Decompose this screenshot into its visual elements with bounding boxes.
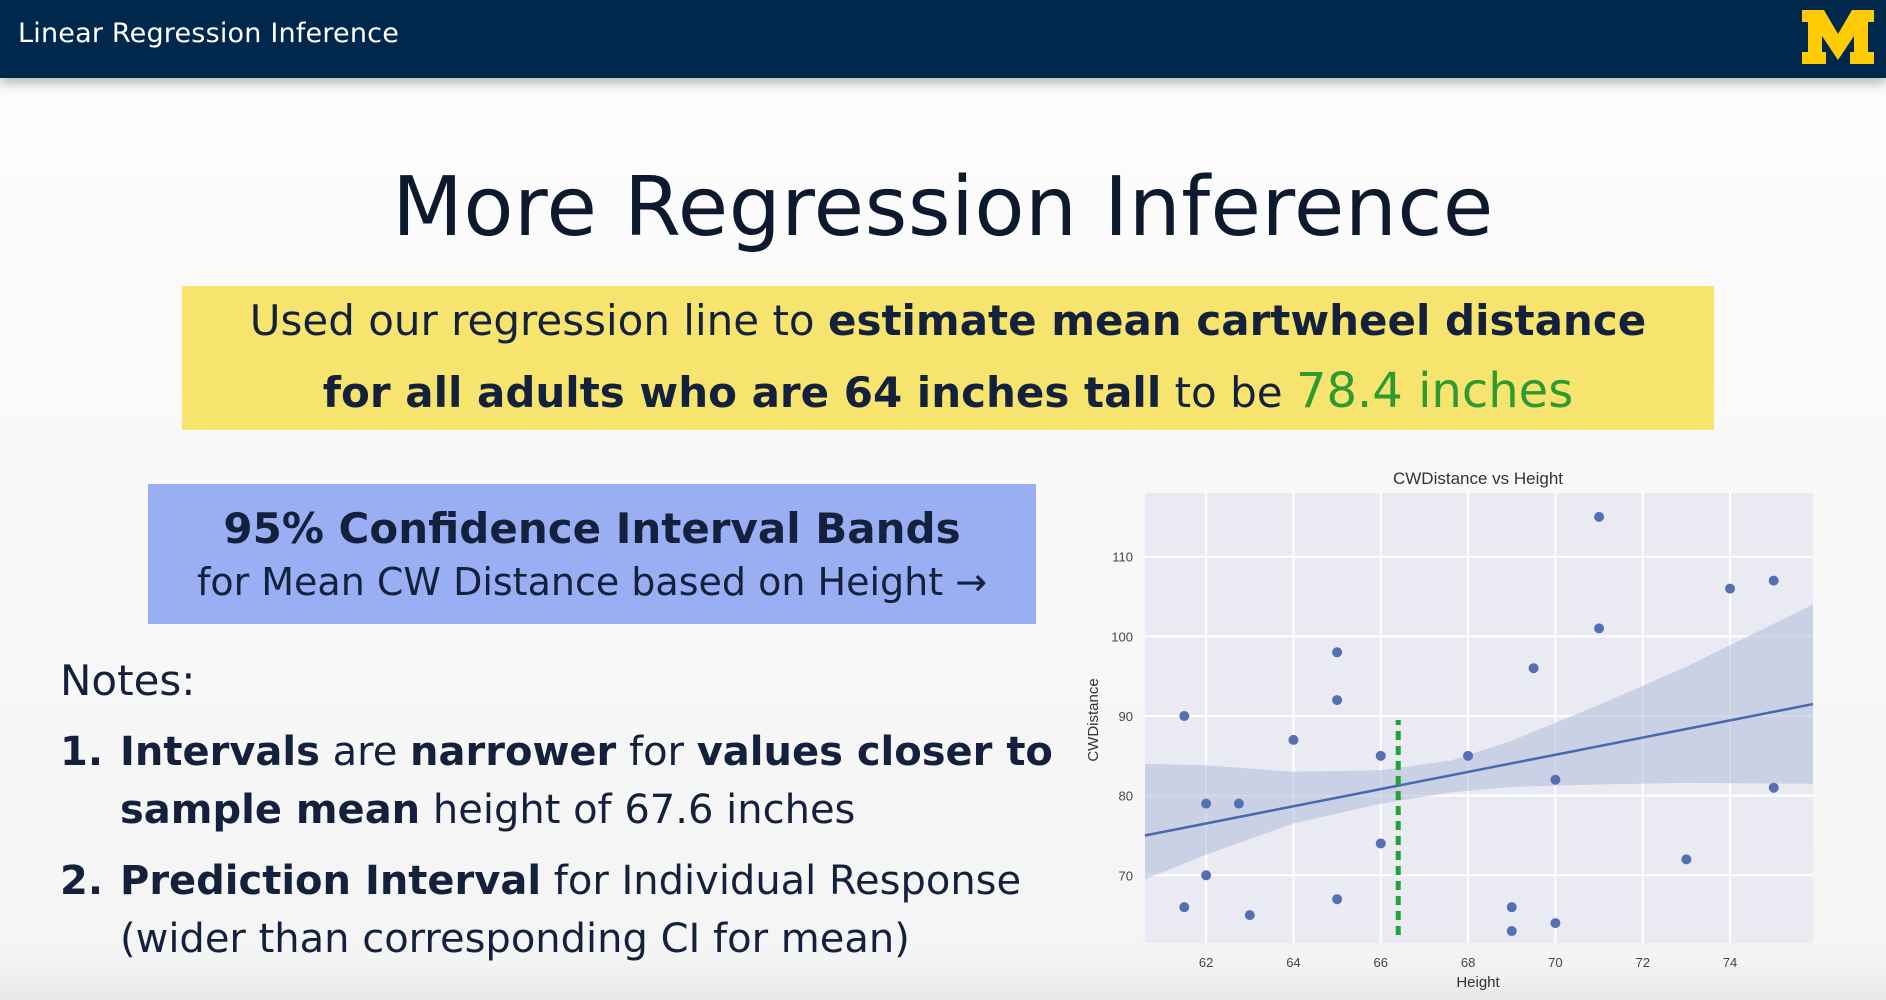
x-tick-label: 68 <box>1461 955 1475 970</box>
slide-title: More Regression Inference <box>392 160 1494 255</box>
note-segment: for <box>616 729 697 775</box>
confidence-band <box>1145 604 1813 880</box>
data-point <box>1288 734 1299 745</box>
data-point <box>1768 575 1779 586</box>
summary-text-2: to be <box>1161 368 1296 417</box>
summary-box: Used our regression line to estimate mea… <box>182 286 1714 430</box>
data-point <box>1550 774 1561 785</box>
summary-bold-2: for all adults who are 64 inches tall <box>322 368 1162 417</box>
data-point <box>1332 647 1343 658</box>
header-bar: Linear Regression Inference <box>0 0 1886 78</box>
note-segment: for Individual Response (wider than corr… <box>120 858 1022 962</box>
notes-heading: Notes: <box>60 656 196 705</box>
ci-box: 95% Confidence Interval Bands for Mean C… <box>148 484 1036 624</box>
summary-line-2: for all adults who are 64 inches tall to… <box>182 356 1714 428</box>
note-number: 1. <box>60 729 104 775</box>
data-point <box>1506 926 1517 937</box>
data-point <box>1768 782 1779 793</box>
y-tick-label: 110 <box>1112 550 1133 565</box>
x-axis-label: Height <box>1456 974 1500 991</box>
data-point <box>1375 750 1386 761</box>
x-tick-label: 62 <box>1199 955 1213 970</box>
summary-line-1: Used our regression line to estimate mea… <box>182 286 1714 356</box>
note-text: Intervals are narrower for values closer… <box>120 723 1110 839</box>
x-tick-label: 64 <box>1286 955 1300 970</box>
summary-estimate-value: 78.4 inches <box>1295 363 1574 419</box>
note-bold-term: Intervals <box>120 729 320 775</box>
note-segment: height of 67.6 inches <box>420 787 856 833</box>
note-bold-term: narrower <box>410 729 617 775</box>
ci-box-subheading: for Mean CW Distance based on Height → <box>196 560 988 604</box>
data-point <box>1179 902 1190 913</box>
data-point <box>1550 918 1561 929</box>
university-logo <box>1800 8 1876 66</box>
x-tick-label: 66 <box>1374 955 1388 970</box>
y-tick-label: 100 <box>1111 629 1133 644</box>
note-text: Prediction Interval for Individual Respo… <box>120 852 1110 968</box>
data-point <box>1594 511 1605 522</box>
data-point <box>1506 902 1517 913</box>
scatter-chart: 62 64 66 68 70 72 74 70 80 90 100 110 CWDistance vs … <box>1070 460 1830 995</box>
data-point <box>1332 695 1343 706</box>
y-axis-label: CWDistance <box>1085 678 1102 761</box>
data-point <box>1681 854 1692 865</box>
y-tick-label: 70 <box>1119 868 1133 883</box>
ci-box-heading: 95% Confidence Interval Bands <box>223 504 961 553</box>
chart-title: CWDistance vs Height <box>1393 469 1563 488</box>
data-point <box>1233 798 1244 809</box>
note-number: 2. <box>60 858 104 904</box>
x-tick-label: 72 <box>1635 955 1649 970</box>
header-title: Linear Regression Inference <box>18 18 400 49</box>
summary-bold-1: estimate mean cartwheel distance <box>827 296 1647 345</box>
data-point <box>1594 623 1605 634</box>
x-tick-label: 74 <box>1723 955 1737 970</box>
summary-text-1: Used our regression line to <box>249 296 828 345</box>
data-point <box>1179 711 1190 722</box>
regression-line <box>1144 702 1814 837</box>
note-bold-term: values closer to sample mean <box>120 729 1053 833</box>
y-tick-label: 90 <box>1119 709 1133 724</box>
x-tick-label: 70 <box>1548 955 1562 970</box>
data-point <box>1725 583 1736 594</box>
data-point <box>1528 663 1539 674</box>
data-point <box>1201 798 1212 809</box>
data-point <box>1244 910 1255 921</box>
note-bold-term: Prediction Interval <box>120 858 542 904</box>
y-tick-label: 80 <box>1119 789 1133 804</box>
data-point <box>1375 838 1386 849</box>
data-point <box>1332 894 1343 905</box>
block-m-icon <box>1802 10 1874 64</box>
note-segment: are <box>319 729 411 775</box>
chart-svg: 62 64 66 68 70 72 74 70 80 90 100 110 CWDistance vs … <box>1085 469 1814 991</box>
data-point <box>1463 750 1474 761</box>
data-point <box>1201 870 1212 881</box>
